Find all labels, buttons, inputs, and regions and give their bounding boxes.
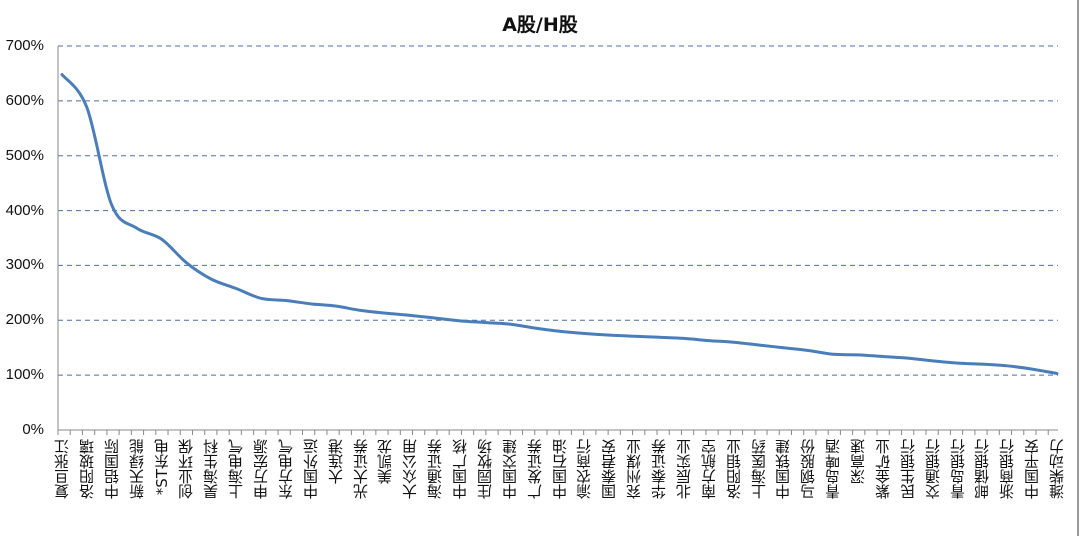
x-tick-label: 浙商银行 (998, 439, 1017, 499)
x-tick-label: 广发证券 (525, 439, 544, 499)
x-tick-label: 中国广核 (451, 439, 469, 499)
chart-title: A股/H股 (502, 14, 578, 36)
x-tick-label: 大众公用 (401, 439, 420, 499)
x-tick-label: 交通银行 (923, 439, 942, 499)
x-tick-label: 渝农商行 (575, 439, 594, 499)
x-tick-label: 庄园牧场 (475, 439, 494, 499)
y-tick-label: 600% (5, 91, 44, 109)
x-tick-label: 海通证券 (426, 439, 445, 499)
x-tick-label: 中国外运 (301, 439, 320, 499)
x-tick-label: 昊海生科 (202, 439, 221, 499)
x-tick-label: 华泰证券 (650, 439, 668, 499)
x-tick-label: 马钢股份 (799, 439, 818, 499)
x-tick-label: 光大证券 (351, 439, 370, 499)
x-tick-label: 中国铁建 (774, 439, 793, 499)
x-tick-label: 申万宏源 (252, 439, 270, 499)
x-tick-label: 深高速 (849, 439, 867, 484)
x-tick-label: 洛阳玻璃 (77, 439, 96, 499)
x-tick-label: 美凯龙 (376, 439, 395, 484)
x-tick-label: 创业环保 (177, 439, 196, 499)
x-tick-label: 中国交建 (500, 439, 519, 499)
y-tick-label: 300% (5, 256, 44, 274)
x-tick-label: 青岛银行 (948, 439, 967, 499)
x-tick-label: 民生银行 (898, 439, 917, 499)
x-tick-label: 东方电气 (276, 439, 295, 499)
x-tick-label: 潍柴动力 (1048, 439, 1066, 499)
series-line (60, 73, 1059, 375)
x-tick-label: 中国平安 (1023, 439, 1042, 499)
y-tick-label: 200% (5, 311, 44, 329)
y-tick-label: 0% (22, 421, 44, 438)
x-tick-label: 国泰君安 (600, 439, 619, 499)
y-tick-label: 500% (5, 146, 44, 164)
frame-border (1077, 0, 1079, 536)
x-tick-label: 洛阳钼业 (724, 439, 743, 499)
y-tick-label: 400% (5, 201, 44, 219)
x-tick-label: 上海医药 (749, 439, 768, 499)
x-tick-label: 中铝国际 (102, 439, 121, 499)
x-tick-label: 青岛啤酒 (824, 439, 843, 499)
x-tick-label: 上海电气 (227, 439, 246, 499)
x-tick-label: 紫金矿业 (873, 439, 892, 499)
x-tick-label: *ST东电 (152, 439, 171, 496)
y-tick-label: 100% (5, 366, 44, 384)
x-tick-label: 兖州煤业 (625, 439, 644, 499)
x-tick-label: 大连港 (326, 439, 345, 484)
x-tick-label: 邮储银行 (973, 439, 992, 499)
x-tick-label: 复旦张江 (53, 439, 71, 499)
x-tick-label: 北辰实业 (674, 439, 693, 499)
x-tick-label: 南方航空 (699, 439, 718, 499)
x-tick-label: 新天绿能 (127, 439, 146, 499)
y-tick-label: 700% (5, 37, 44, 54)
x-tick-label: 中国石油 (550, 439, 569, 499)
